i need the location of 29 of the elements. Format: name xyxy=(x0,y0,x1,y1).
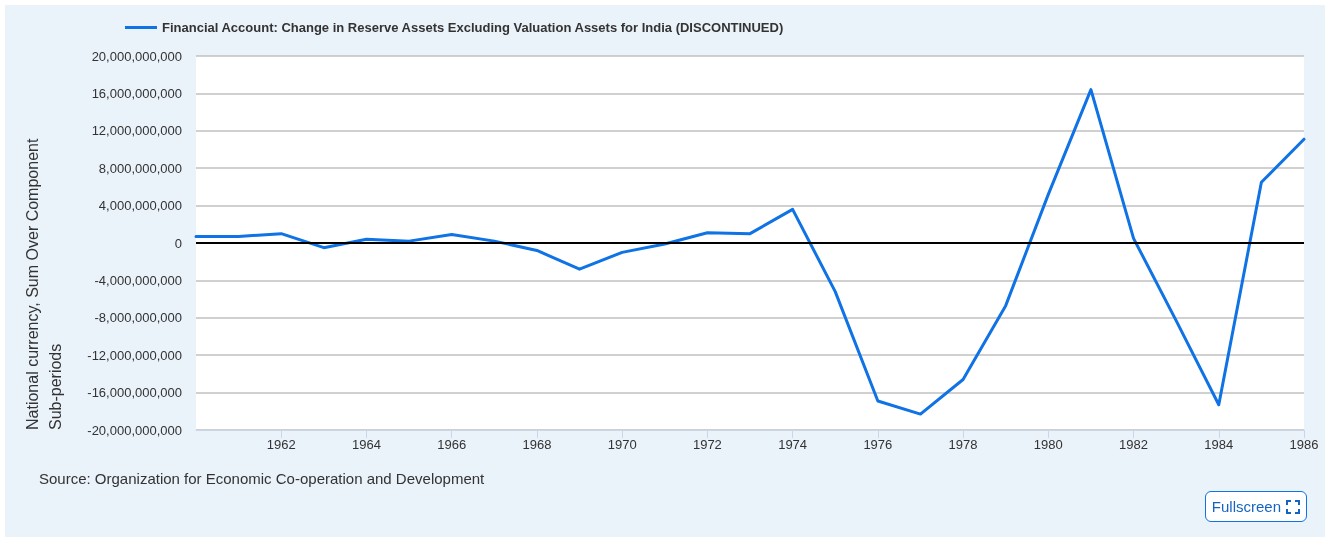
y-tick-label: -8,000,000,000 xyxy=(94,310,182,326)
y-tick-label: 0 xyxy=(174,235,182,251)
source-note: Source: Organization for Economic Co-operation and Development xyxy=(39,470,485,487)
y-tick-label: 8,000,000,000 xyxy=(98,160,182,176)
x-tick-label: 1972 xyxy=(692,437,722,452)
y-axis-title: National currency, Sum Over Component Sub-periods xyxy=(24,134,64,430)
x-tick-label: 1970 xyxy=(607,437,637,452)
x-tick-label: 1968 xyxy=(522,437,552,452)
x-tick-label: 1966 xyxy=(437,437,467,452)
x-tick-label: 1986 xyxy=(1289,437,1319,452)
x-tick-label: 1984 xyxy=(1204,437,1234,452)
x-tick-label: 1978 xyxy=(948,437,978,452)
y-tick-label: -4,000,000,000 xyxy=(94,272,182,288)
y-tick-label: -20,000,000,000 xyxy=(87,422,182,438)
y-tick-label: -16,000,000,000 xyxy=(87,385,182,401)
y-tick-label: 20,000,000,000 xyxy=(91,48,182,64)
y-tick-label: 12,000,000,000 xyxy=(91,123,182,139)
x-tick-label: 1980 xyxy=(1033,437,1063,452)
y-tick-label: 4,000,000,000 xyxy=(98,198,182,214)
y-tick-label: -12,000,000,000 xyxy=(87,347,182,363)
x-tick-label: 1982 xyxy=(1119,437,1148,452)
fullscreen-button: Fullscreen xyxy=(1204,491,1307,522)
y-tick-label: 16,000,000,000 xyxy=(91,85,182,101)
line-series xyxy=(194,88,1306,416)
x-tick-label: 1964 xyxy=(352,437,381,452)
legend-label: Financial Account: Change in Reserve Assets Excluding Valuation Assets for India (DISCONTINUED) xyxy=(162,20,784,35)
x-tick-label: 1962 xyxy=(266,437,296,452)
x-tick-label: 1976 xyxy=(863,437,893,452)
x-tick-label: 1974 xyxy=(778,437,808,452)
